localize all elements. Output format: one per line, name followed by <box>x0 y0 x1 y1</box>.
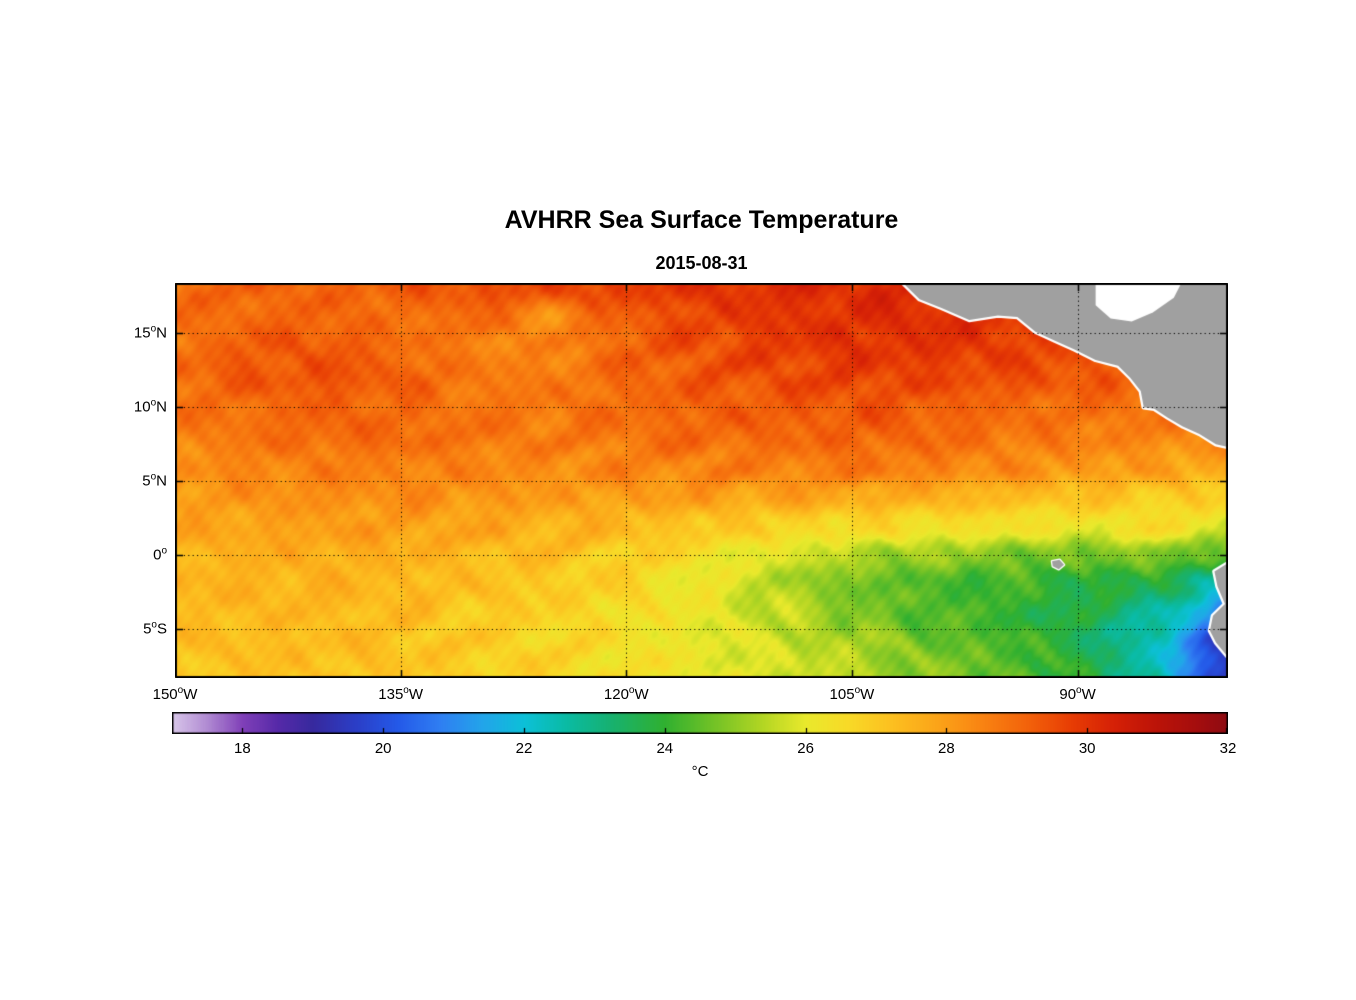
colorbar-tick-label: 30 <box>1078 740 1096 757</box>
colorbar-tick-label: 28 <box>938 740 955 757</box>
chart-date-subtitle: 2015-08-31 <box>655 253 748 273</box>
colorbar-canvas <box>172 712 1228 734</box>
x-tick-label: 90oW <box>1059 685 1096 703</box>
x-tick-label: 135oW <box>378 685 424 703</box>
colorbar-tick-label: 26 <box>797 740 814 757</box>
colorbar-tick-label: 22 <box>515 740 533 757</box>
x-tick-label: 105oW <box>829 685 875 703</box>
colorbar-unit-label: °C <box>691 763 709 780</box>
x-tick-label: 120oW <box>603 685 649 703</box>
y-tick-label: 15oN <box>133 323 167 342</box>
colorbar-tick-label: 32 <box>1219 740 1237 757</box>
colorbar-tick-label: 20 <box>374 740 392 757</box>
y-tick-label: 0o <box>153 545 167 564</box>
chart-title: AVHRR Sea Surface Temperature <box>504 206 899 234</box>
y-tick-label: 10oN <box>133 397 167 416</box>
sst-heatmap-canvas <box>175 283 1228 678</box>
colorbar-tick-label: 18 <box>234 740 251 757</box>
y-tick-label: 5oS <box>143 619 167 638</box>
y-tick-label: 5oN <box>142 471 167 490</box>
x-tick-label: 150oW <box>152 685 198 703</box>
colorbar-tick-label: 24 <box>656 740 674 757</box>
